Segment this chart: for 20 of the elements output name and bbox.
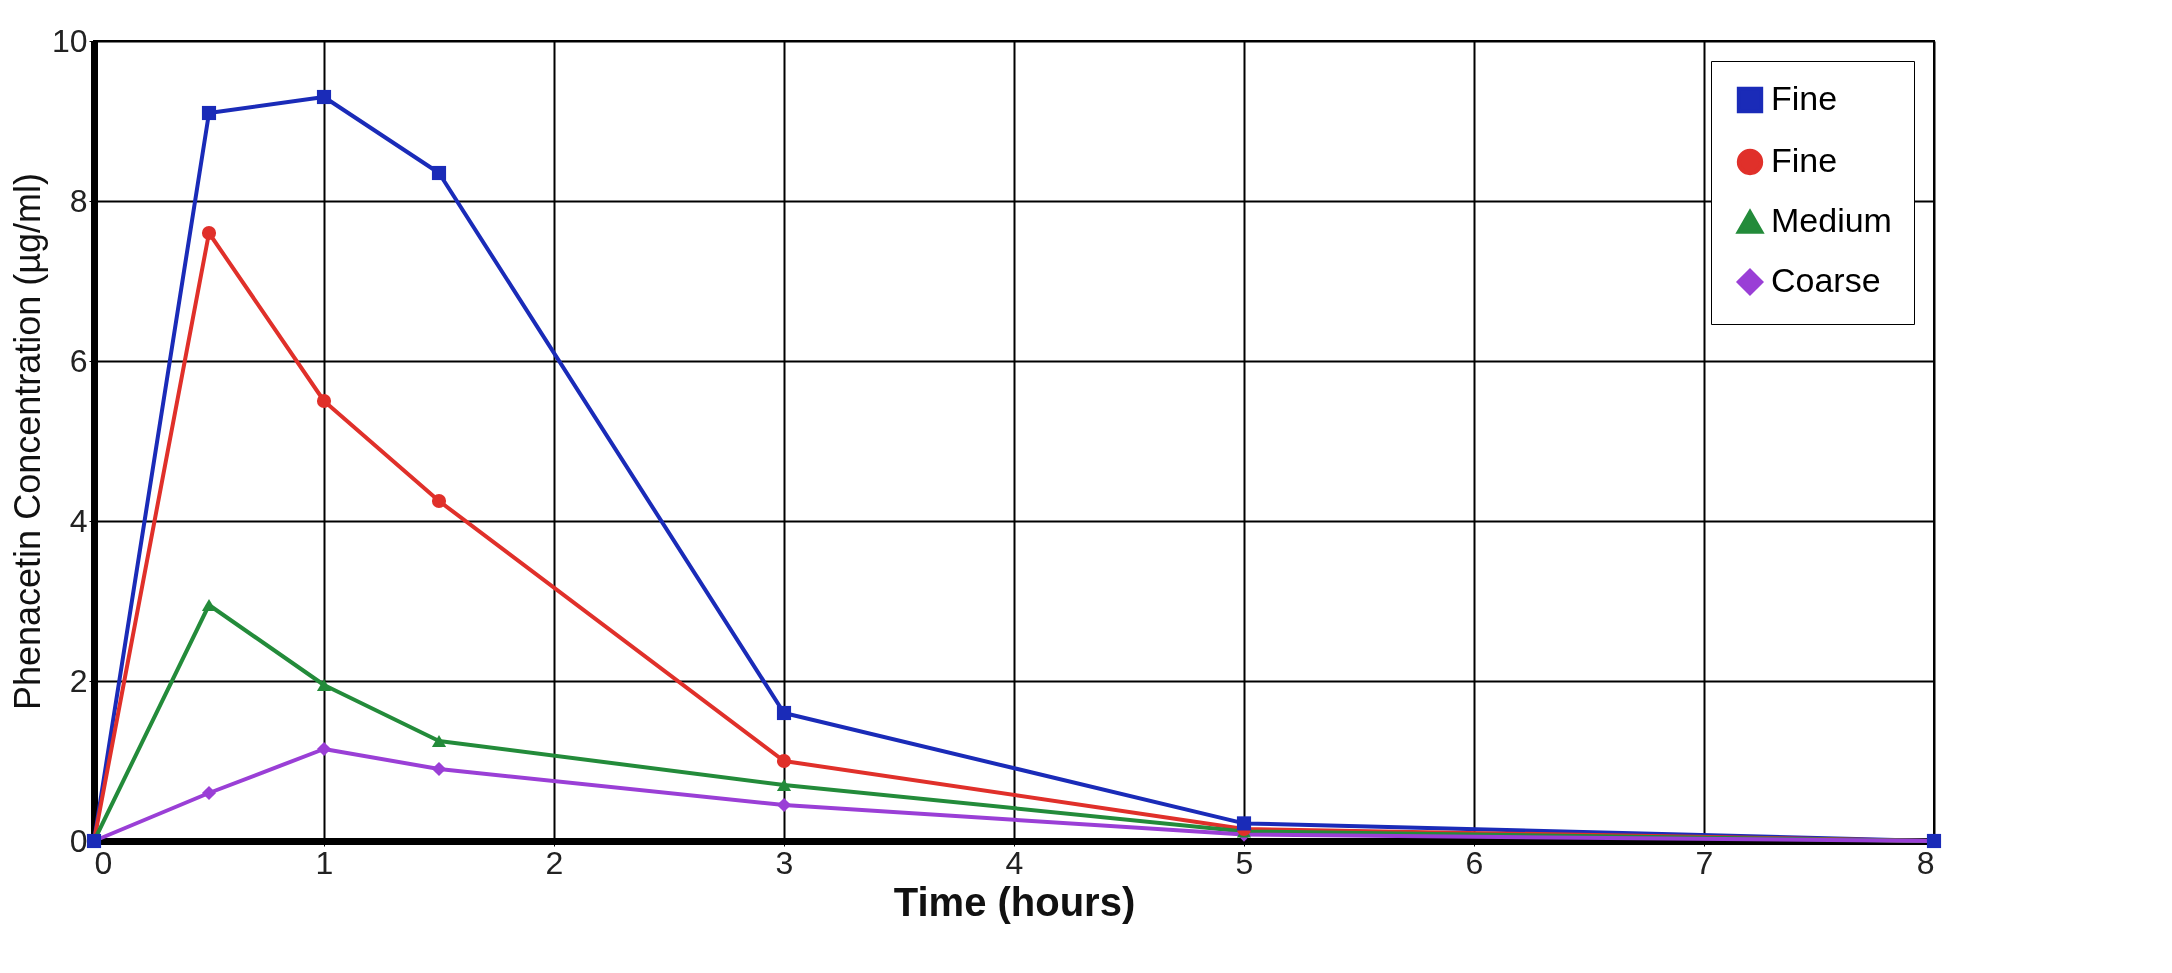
x-tick-label: 0 xyxy=(94,844,113,881)
legend-label: Medium xyxy=(1771,201,1892,239)
x-tick-label: 7 xyxy=(1695,844,1714,881)
y-tick-label: 8 xyxy=(69,182,88,219)
y-tick-label: 10 xyxy=(51,22,88,59)
y-tick-label: 2 xyxy=(69,662,88,699)
legend-label: Coarse xyxy=(1771,261,1881,299)
x-tick-label: 8 xyxy=(1916,844,1935,881)
legend-label: Fine xyxy=(1771,79,1838,117)
legend-label: Fine xyxy=(1771,141,1838,179)
x-tick-label: 1 xyxy=(315,844,334,881)
x-tick-label: 4 xyxy=(1005,844,1024,881)
x-tick-label: 5 xyxy=(1235,844,1254,881)
y-axis-title: Phenacetin Concentration (µg/ml) xyxy=(6,172,48,711)
x-tick-label: 3 xyxy=(775,844,794,881)
y-tick-label: 4 xyxy=(69,502,88,539)
x-tick-label: 6 xyxy=(1465,844,1484,881)
y-tick-label: 6 xyxy=(69,342,88,379)
x-tick-label: 2 xyxy=(545,844,564,881)
x-axis-title: Time (hours) xyxy=(893,879,1136,924)
